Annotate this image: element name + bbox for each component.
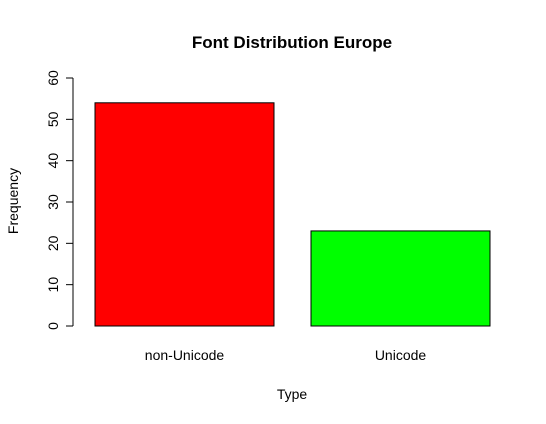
y-tick-label: 40 <box>45 153 61 169</box>
y-tick-label: 60 <box>45 70 61 86</box>
y-tick-label: 0 <box>45 322 61 330</box>
bars <box>94 102 491 327</box>
y-tick-label: 30 <box>45 194 61 210</box>
bar-non-unicode <box>94 102 275 327</box>
y-axis-label: Frequency <box>5 168 21 234</box>
x-category-labels: non-Unicode Unicode <box>145 347 427 363</box>
x-axis-label: Type <box>277 386 308 402</box>
x-category-label: Unicode <box>375 347 427 363</box>
y-tick-label: 20 <box>45 235 61 251</box>
y-tick-label: 10 <box>45 277 61 293</box>
y-tick-label: 50 <box>45 111 61 127</box>
x-category-label: non-Unicode <box>145 347 225 363</box>
y-axis: 0 10 20 30 40 50 60 <box>45 70 74 330</box>
chart-title: Font Distribution Europe <box>192 33 392 52</box>
bar-unicode <box>310 230 491 327</box>
